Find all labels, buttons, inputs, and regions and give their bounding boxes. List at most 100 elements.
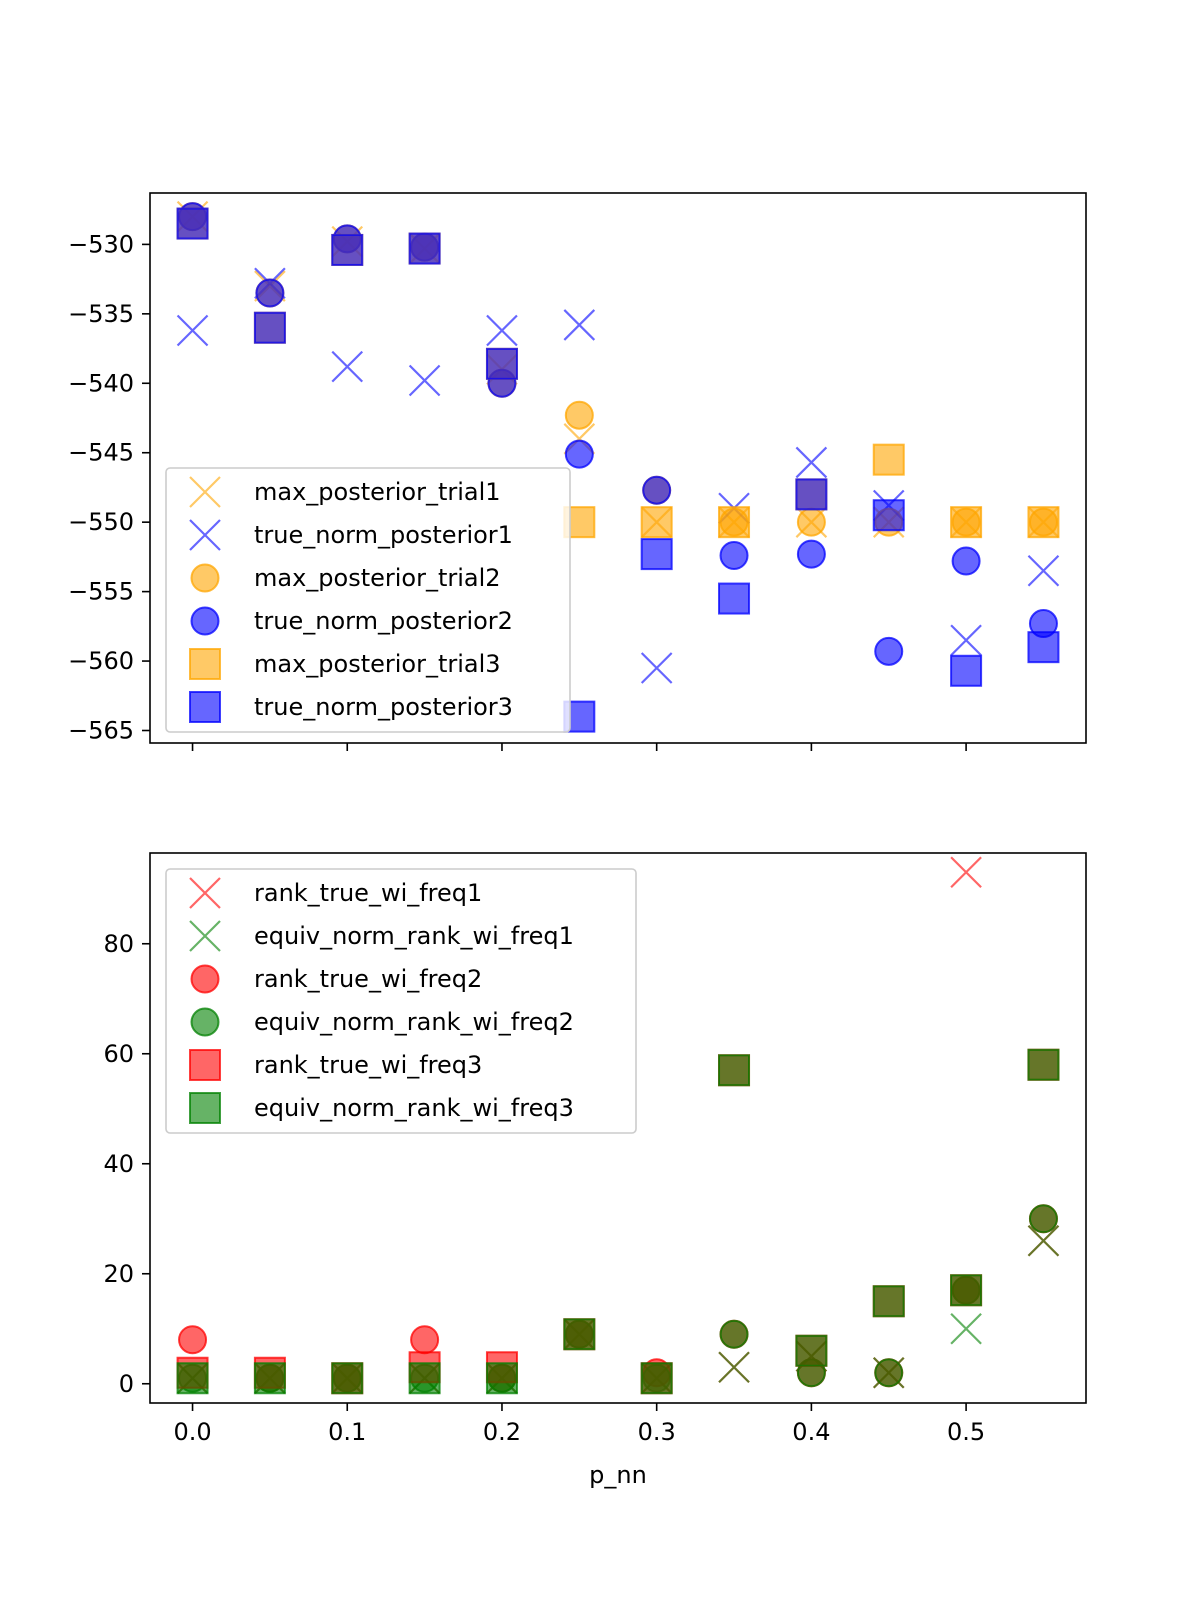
point-true_norm_posterior3-0 — [176, 207, 209, 240]
point-equiv_norm_rank_wi_freq3-4 — [485, 1362, 518, 1395]
point-true_norm_posterior1-11 — [1027, 555, 1060, 587]
legend-label: rank_true_wi_freq1 — [254, 879, 482, 907]
point-true_norm_posterior3-6 — [640, 538, 673, 571]
point-equiv_norm_rank_wi_freq1-10 — [950, 1312, 982, 1345]
legend-marker-max_posterior_trial3 — [189, 648, 221, 680]
point-true_norm_posterior1-4 — [486, 314, 518, 347]
legend-box — [165, 467, 571, 733]
x-axis-label: p_nn — [589, 1461, 647, 1489]
point-true_norm_posterior3-11 — [1027, 631, 1060, 664]
point-max_posterior_trial3-7 — [718, 506, 751, 539]
top-panel: −530 −535 −540 −545 −550 −555 −560 −565 max_pos… — [68, 192, 1087, 751]
point-equiv_norm_rank_wi_freq3-8 — [795, 1334, 828, 1367]
point-true_norm_posterior3-2 — [331, 233, 364, 266]
legend-marker-max_posterior_trial1 — [189, 476, 221, 508]
point-true_norm_posterior3-1 — [253, 311, 286, 344]
y-tick-label: −565 — [68, 717, 134, 745]
point-equiv_norm_rank_wi_freq2-9 — [874, 1358, 904, 1388]
y-tick-label: −550 — [68, 508, 134, 536]
point-equiv_norm_rank_wi_freq2-7 — [719, 1319, 749, 1349]
legend-marker-true_norm_posterior1 — [189, 519, 221, 551]
point-equiv_norm_rank_wi_freq3-7 — [718, 1054, 751, 1087]
top-panel-frame — [149, 192, 1087, 744]
point-true_norm_posterior3-7 — [718, 582, 751, 615]
point-true_norm_posterior1-5 — [563, 309, 596, 341]
point-equiv_norm_rank_wi_freq1-11 — [1027, 1224, 1060, 1257]
legend-label: true_norm_posterior1 — [254, 521, 513, 549]
point-max_posterior_trial2-5 — [564, 400, 594, 430]
x-tick-label: 0.5 — [947, 1418, 985, 1446]
y-tick-label: −545 — [68, 439, 134, 467]
point-equiv_norm_rank_wi_freq3-5 — [563, 1318, 596, 1351]
legend-label: true_norm_posterior2 — [254, 607, 513, 635]
legend-label: equiv_norm_rank_wi_freq1 — [254, 922, 574, 950]
point-equiv_norm_rank_wi_freq3-11 — [1027, 1048, 1060, 1081]
point-true_norm_posterior3-9 — [872, 499, 905, 532]
bottom-panel: 0.0 0.1 0.2 0.3 0.4 0.5 0 20 40 60 80 rank_true_w… — [103, 852, 1087, 1489]
point-true_norm_posterior2-1 — [255, 278, 285, 308]
point-rank_true_wi_freq1-10 — [950, 856, 982, 889]
y-tick-label: −540 — [68, 369, 134, 397]
legend-marker-rank_true_wi_freq1 — [189, 877, 221, 909]
legend-label: equiv_norm_rank_wi_freq3 — [254, 1094, 574, 1122]
y-tick-label: 80 — [103, 930, 134, 958]
point-true_norm_posterior2-7 — [719, 541, 749, 570]
legend-label: max_posterior_trial3 — [254, 650, 501, 678]
legend-marker-equiv_norm_rank_wi_freq2 — [190, 1007, 220, 1037]
point-equiv_norm_rank_wi_freq3-3 — [408, 1362, 441, 1395]
point-equiv_norm_rank_wi_freq3-9 — [872, 1285, 905, 1318]
bottom-panel-frame — [149, 852, 1087, 1404]
point-true_norm_posterior2-10 — [951, 546, 981, 576]
point-true_norm_posterior2-5 — [564, 439, 594, 469]
point-rank_true_wi_freq2-3 — [410, 1325, 440, 1355]
point-true_norm_posterior1-0 — [176, 314, 209, 347]
x-tick-label: 0.0 — [173, 1418, 211, 1446]
point-true_norm_posterior3-4 — [485, 347, 518, 380]
legend-label: true_norm_posterior3 — [254, 693, 513, 721]
point-true_norm_posterior2-6 — [642, 475, 672, 505]
point-equiv_norm_rank_wi_freq1-7 — [718, 1351, 750, 1384]
x-tick-label: 0.4 — [792, 1418, 830, 1446]
legend-label: max_posterior_trial1 — [254, 478, 501, 506]
point-true_norm_posterior1-8 — [795, 446, 828, 479]
y-tick-label: −555 — [68, 578, 134, 606]
point-true_norm_posterior3-3 — [408, 232, 441, 265]
point-equiv_norm_rank_wi_freq3-2 — [331, 1362, 364, 1395]
point-max_posterior_trial3-6 — [640, 506, 673, 539]
y-tick-label: 40 — [103, 1150, 134, 1178]
y-tick-label: 60 — [103, 1040, 134, 1068]
point-true_norm_posterior1-3 — [408, 364, 441, 397]
point-max_posterior_trial3-9 — [872, 443, 905, 476]
x-tick-label: 0.3 — [638, 1418, 676, 1446]
top-panel-x-ticks — [191, 743, 967, 751]
bottom-panel-legend: rank_true_wi_freq1 equiv_norm_rank_wi_fre… — [165, 868, 637, 1134]
legend-label: rank_true_wi_freq2 — [254, 965, 482, 993]
y-tick-label: −530 — [68, 230, 134, 258]
point-equiv_norm_rank_wi_freq3-1 — [253, 1362, 286, 1395]
legend-marker-rank_true_wi_freq3 — [189, 1049, 221, 1081]
point-max_posterior_trial2-8 — [796, 507, 826, 537]
point-max_posterior_trial3-10 — [950, 506, 983, 539]
point-true_norm_posterior3-8 — [795, 478, 828, 511]
legend-marker-true_norm_posterior3 — [189, 691, 221, 723]
legend-label: rank_true_wi_freq3 — [254, 1051, 482, 1079]
bottom-panel-x-ticks: 0.0 0.1 0.2 0.3 0.4 0.5 — [173, 1403, 985, 1446]
top-panel-legend: max_posterior_trial1 true_norm_posterior1… — [165, 467, 571, 733]
legend-marker-equiv_norm_rank_wi_freq3 — [189, 1092, 221, 1124]
point-true_norm_posterior2-8 — [796, 539, 826, 569]
legend-box — [165, 868, 637, 1134]
point-rank_true_wi_freq2-0 — [178, 1325, 208, 1355]
point-true_norm_posterior2-9 — [874, 636, 904, 666]
y-tick-label: −560 — [68, 647, 134, 675]
bottom-panel-y-ticks: 0 20 40 60 80 — [103, 930, 150, 1398]
y-tick-label: −535 — [68, 300, 134, 328]
x-tick-label: 0.2 — [483, 1418, 521, 1446]
point-equiv_norm_rank_wi_freq3-10 — [950, 1274, 983, 1307]
x-tick-label: 0.1 — [328, 1418, 366, 1446]
y-tick-label: 20 — [103, 1260, 134, 1288]
point-equiv_norm_rank_wi_freq3-6 — [640, 1362, 673, 1395]
legend-marker-true_norm_posterior2 — [190, 606, 220, 636]
point-equiv_norm_rank_wi_freq2-11 — [1028, 1204, 1058, 1234]
point-max_posterior_trial3-11 — [1027, 506, 1060, 539]
